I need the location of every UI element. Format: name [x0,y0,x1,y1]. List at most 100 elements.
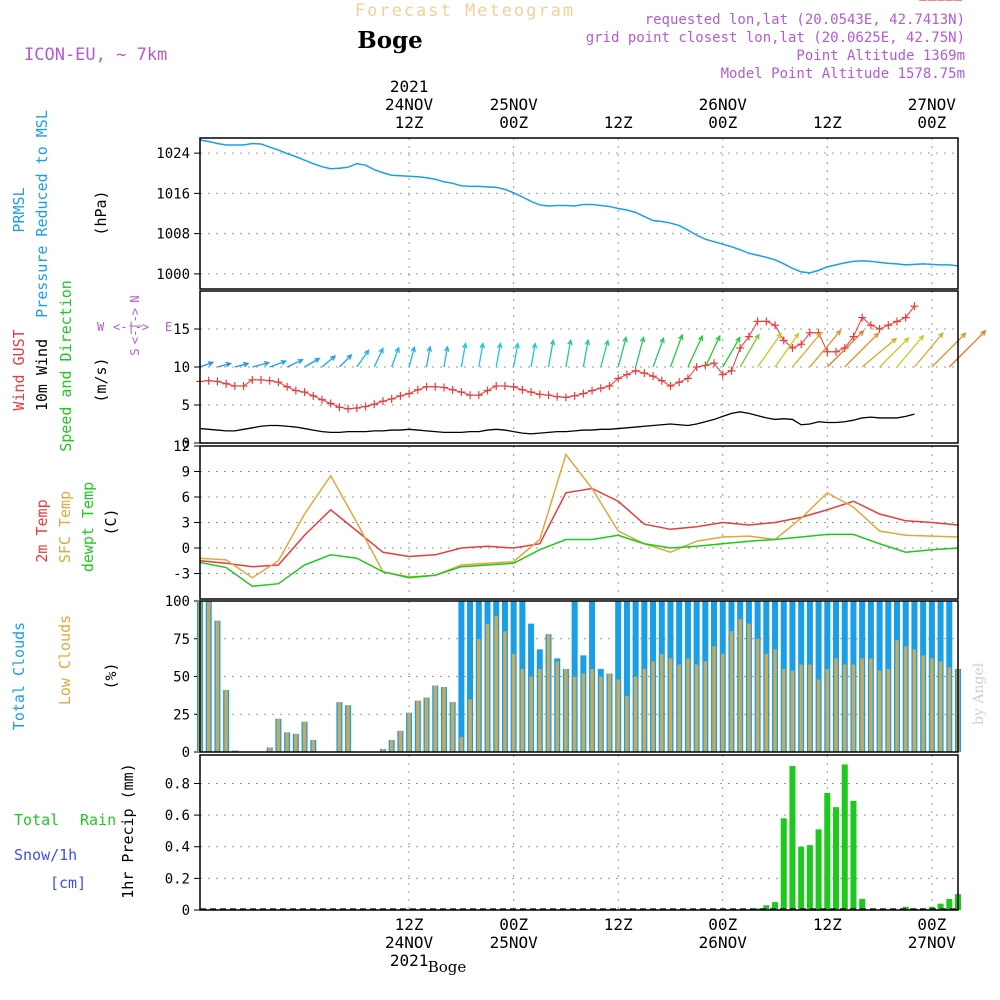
low-clouds-bar [773,649,777,752]
gust-marker [805,328,814,337]
rain-bar [815,829,822,910]
precip-axis-labels: Total Rain Snow/1h [cm] 1hr Precip (mm) [14,763,137,898]
wind-direction-arrow [530,342,538,368]
wind-direction-arrow [861,337,898,368]
tsfc-line [199,452,959,579]
temp-label-unit: (C) [102,508,120,535]
low-clouds-bar [233,750,237,752]
low-clouds-bar [468,699,472,752]
low-clouds-bar [511,653,516,752]
rain-bar [824,792,831,910]
gust-marker [762,317,771,326]
low-clouds-bar [477,638,481,752]
wind-arrow-head [835,329,842,336]
wind-direction-arrow [635,335,646,368]
wind-arrow-shaft [356,349,370,368]
time-axis-top-label: 00Z [499,113,528,132]
pressure-label-unit: (hPa) [92,190,110,235]
rain-bar [798,846,805,910]
wind-arrow-shaft [391,347,400,368]
rain-bar [937,903,944,910]
gust-marker [274,378,283,387]
wind-arrow-shaft [617,337,627,368]
wind-arrow-shaft [844,332,879,368]
low-clouds-bar [337,702,342,752]
pressure-axis-labels: PRMSL Pressure Reduced to MSL (hPa) [10,110,110,318]
wind-direction-arrow [199,361,215,368]
gust-marker [605,382,614,390]
wind-arrow-head [604,339,610,346]
wind-arrow-head [754,333,760,340]
gust-marker [265,376,274,385]
low-clouds-bar [485,623,490,752]
gust-marker [518,385,527,394]
wind-direction-arrow [565,338,573,368]
wind-arrow-head [225,361,233,368]
temperature-axis-labels: 2m Temp SFC Temp dewpt Temp (C) [33,482,120,572]
rain-bar [763,905,770,910]
low-clouds-bar [215,620,220,752]
low-clouds-bar [633,676,638,752]
wind-arrow-head [242,361,250,368]
low-clouds-bar [398,730,403,752]
gust-marker [779,336,788,345]
gust-marker [283,382,292,391]
rain-bar [754,908,761,910]
gust-marker [657,376,666,385]
low-clouds-bar [816,679,821,752]
wind-direction-arrow [879,337,910,368]
wind-arrow-head [314,357,321,364]
wind-direction-arrow [913,331,944,368]
low-clouds-bar [494,616,498,752]
wind-arrow-head [980,329,987,336]
wind-arrow-shaft [443,346,449,368]
pressure-label-prmsl: PRMSL [10,187,28,232]
gust-marker [422,382,431,391]
gust-marker [875,325,884,333]
wind-arrow-shaft [217,362,231,368]
time-axis-top-label: 25NOV [490,95,539,114]
precip-legend-total: Total [14,811,59,829]
temperature-ytick-label: 3 [182,516,190,532]
time-axis-top-label: 00Z [708,113,737,132]
gust-marker [492,382,501,390]
wind-direction-arrow [931,332,967,368]
wind-arrow-shaft [338,354,352,368]
gust-marker [222,379,231,388]
wind-arrow-head [496,342,503,349]
wind-arrow-shaft [547,340,554,368]
gust-marker [248,375,257,384]
gust-marker [910,302,919,311]
total-clouds-bar [467,601,474,752]
wind-frame [199,290,959,444]
wind-direction-arrow [739,333,760,368]
wind10m-line [199,411,915,435]
wind-direction-arrow [286,359,304,368]
gust-marker [579,389,588,398]
wind-arrow-shaft [565,340,572,368]
wind-arrow-head [776,332,782,339]
wind-arrow-shaft [704,335,721,368]
wind-arrow-shaft [321,355,336,368]
gust-marker [483,386,492,395]
low-clouds-bar [346,705,350,752]
gust-marker [640,369,649,378]
precipitation-ytick-label: 0.6 [165,808,190,824]
wind-direction-arrow [582,338,591,368]
gust-marker [344,404,353,413]
dewpt-line [199,533,959,588]
wind-direction-arrow [425,345,433,368]
time-axis-bottom-label: 27NOV [908,933,957,952]
clouds-panel: 0 25 50 75 100 [165,594,962,761]
wind-arrow-shaft [425,346,431,368]
temperature-ytick-label: 0 [182,541,190,557]
wind-direction-arrow [669,333,684,368]
compass-w: W [97,320,105,334]
low-clouds-bar [921,655,925,752]
low-clouds-bar [538,668,542,752]
wind-axis-labels: Wind GUST 10m Wind Speed and Direction (… [10,280,172,452]
wind-arrow-head [938,331,944,339]
compass-s: S [128,348,142,355]
low-clouds-bar [642,668,647,752]
